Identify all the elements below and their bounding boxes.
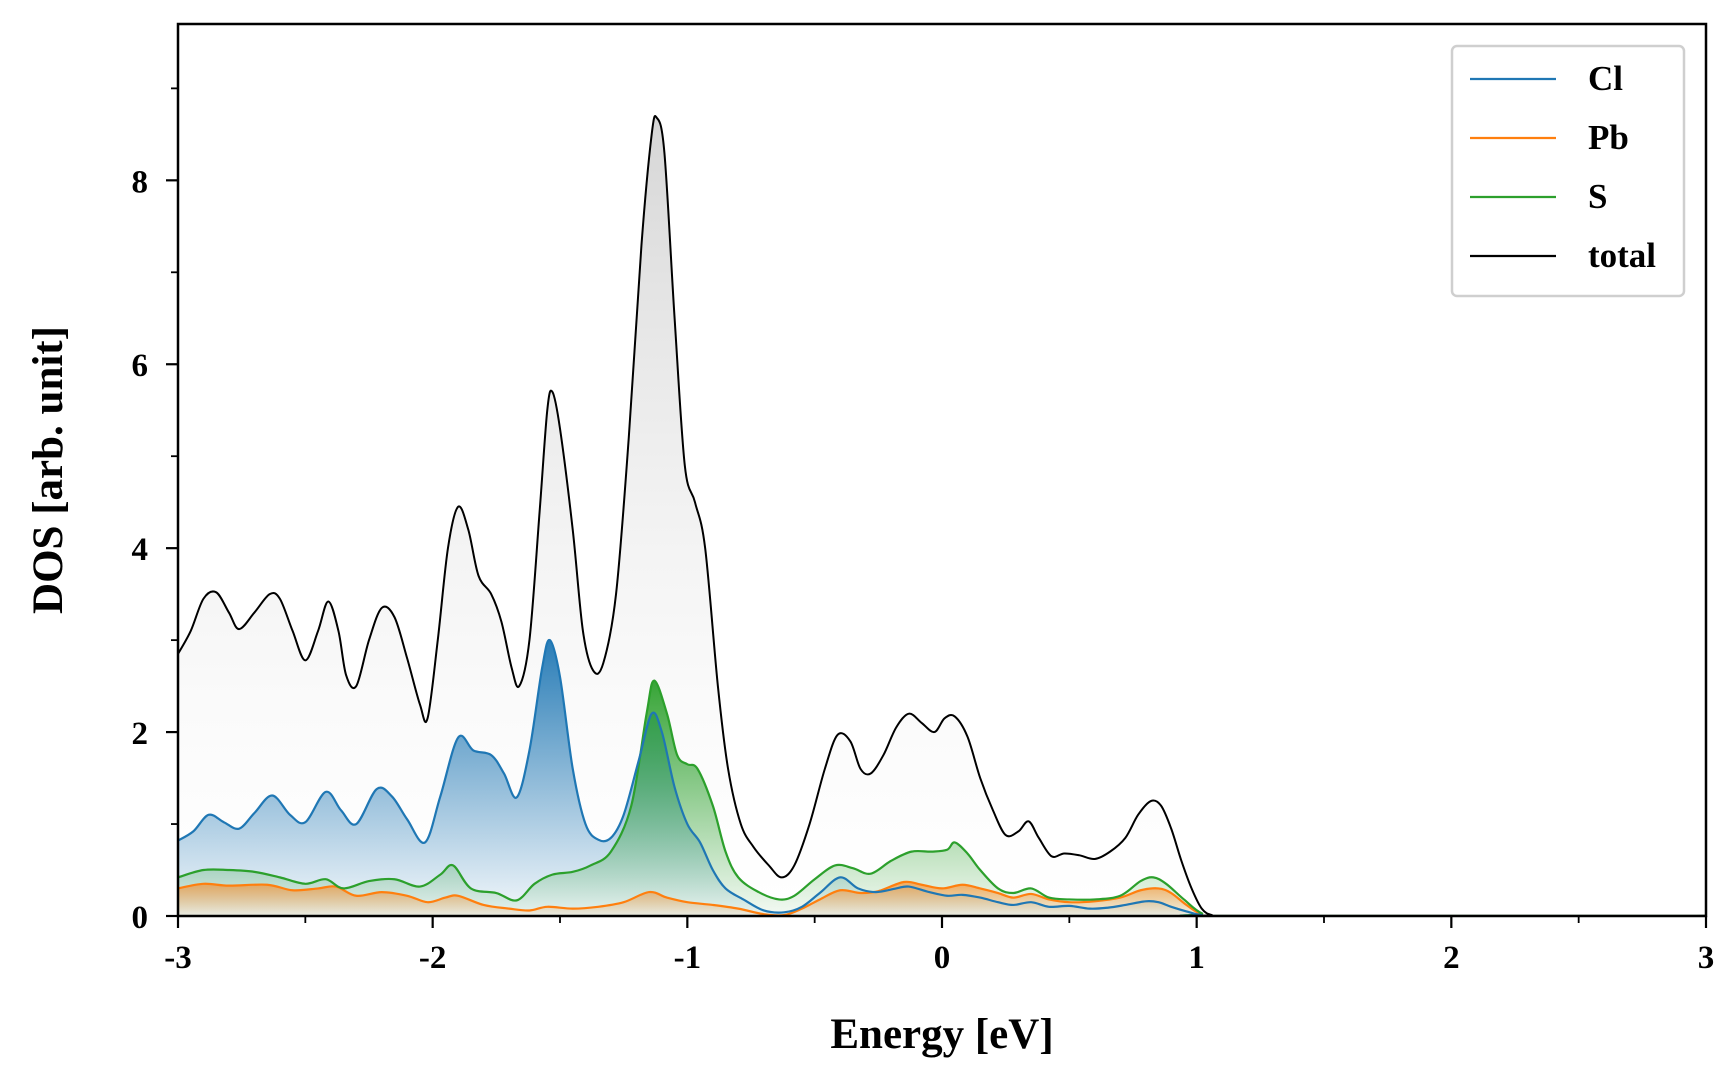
legend-label-total: total [1588, 236, 1656, 275]
legend-label-cl: Cl [1588, 59, 1623, 98]
x-tick-label: 2 [1443, 940, 1460, 976]
y-tick-label: 4 [132, 532, 149, 568]
y-tick-label: 6 [132, 348, 149, 384]
series-line-s [178, 679, 1706, 916]
x-tick-label: -2 [419, 940, 447, 976]
x-tick-label: 1 [1188, 940, 1205, 976]
series-line-total [178, 115, 1706, 916]
x-tick-label: 3 [1698, 940, 1715, 976]
x-axis-label: Energy [eV] [830, 1011, 1053, 1058]
x-tick-label: -1 [674, 940, 702, 976]
y-tick-label: 0 [132, 900, 149, 936]
area-fill-pb [178, 881, 1706, 916]
series-line-cl [178, 639, 1706, 916]
y-tick-label: 2 [132, 716, 149, 752]
y-tick-label: 8 [132, 164, 149, 200]
y-axis-label: DOS [arb. unit] [25, 326, 72, 614]
x-tick-label: -3 [164, 940, 192, 976]
area-fill-cl [178, 639, 1706, 916]
legend-label-pb: Pb [1588, 118, 1629, 157]
legend-frame [1450, 44, 1686, 298]
x-tick-label: 0 [934, 940, 951, 976]
plot-frame [176, 22, 1708, 918]
legend-label-s: S [1588, 177, 1607, 216]
